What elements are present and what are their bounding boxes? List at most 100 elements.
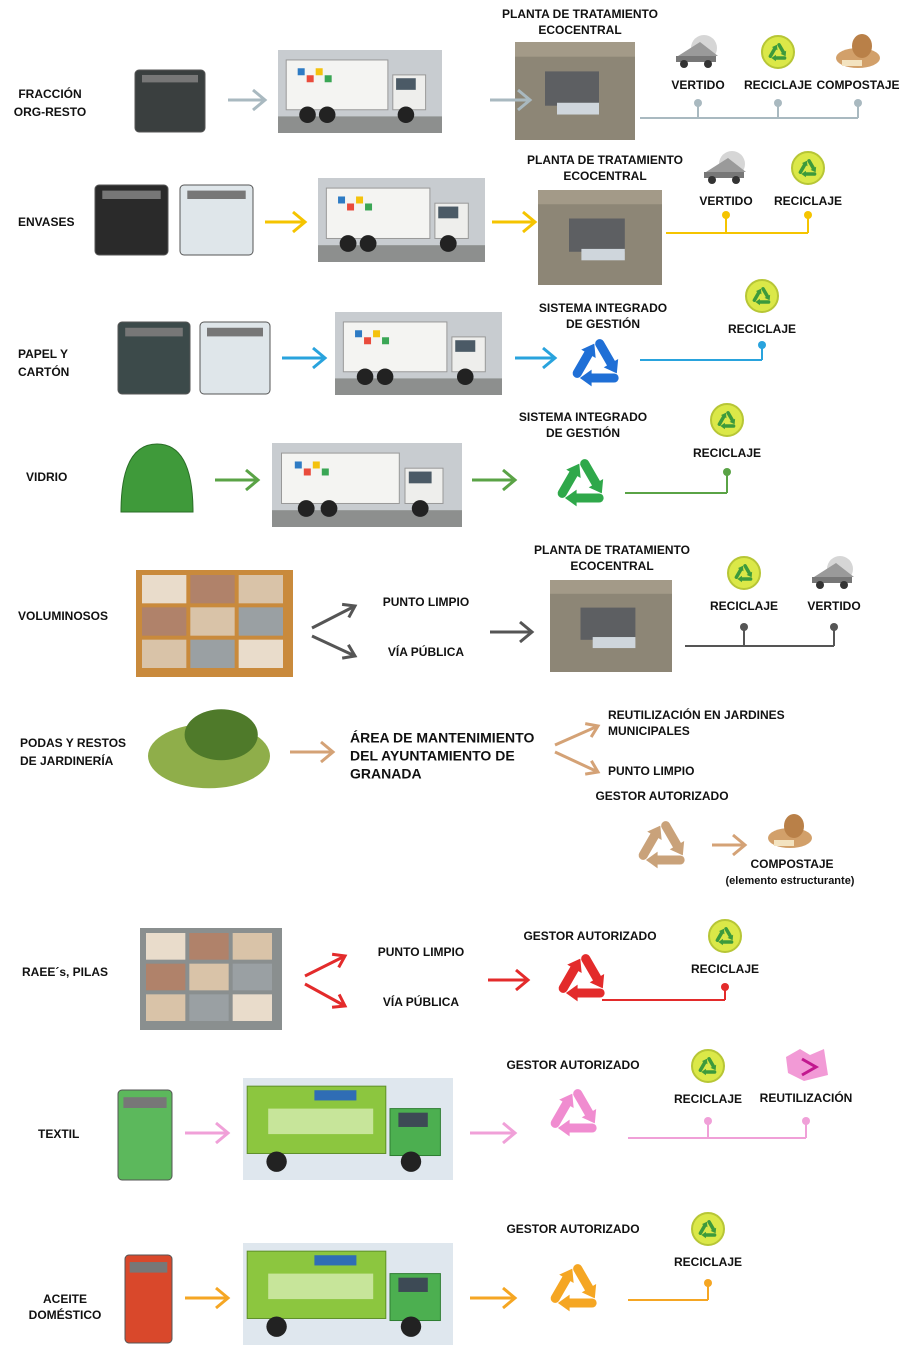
photo-collage	[189, 933, 229, 960]
label: ECOCENTRAL	[563, 169, 646, 183]
arrow-head	[502, 468, 518, 492]
truck-logo	[365, 203, 373, 211]
arrow-head	[515, 968, 531, 992]
arrow-head	[320, 740, 336, 764]
recycle-icon	[557, 459, 604, 507]
connector-dot	[704, 1279, 712, 1287]
arrow-head	[522, 210, 538, 234]
arrow-shaft	[311, 604, 356, 630]
recycle-part	[724, 927, 733, 939]
photo-collage	[190, 639, 235, 668]
truck-logo	[324, 75, 332, 83]
bin	[207, 327, 263, 337]
label: GRANADA	[350, 766, 422, 782]
recycle-part	[588, 479, 604, 494]
truck-wheel	[397, 106, 415, 124]
connector-dot	[774, 99, 782, 107]
photo-collage	[190, 575, 235, 604]
label: FRACCIÓN	[18, 86, 81, 101]
recycle-part	[557, 469, 578, 498]
arrow-head	[312, 346, 328, 370]
photo-collage	[142, 639, 187, 668]
recycle-part	[701, 1221, 708, 1228]
recycle-badge	[727, 556, 761, 590]
recycle-part	[734, 567, 743, 579]
arrow-head	[542, 346, 558, 370]
label: PUNTO LIMPIO	[383, 595, 469, 609]
recycle-part	[698, 1223, 707, 1235]
label: VÍA PÚBLICA	[388, 644, 465, 659]
label: PLANTA DE TRATAMIENTO	[534, 543, 690, 557]
photo-collage	[232, 994, 272, 1021]
recycle-part	[567, 958, 582, 973]
plant-photo	[545, 71, 599, 106]
recycle-icon	[798, 159, 817, 178]
label: DOMÉSTICO	[29, 1307, 102, 1322]
arrow-shaft	[554, 750, 599, 774]
truck-photo	[398, 1277, 428, 1292]
photo-collage	[189, 994, 229, 1021]
recycle-icon	[734, 564, 753, 583]
label: DE JARDINERÍA	[20, 753, 114, 768]
label: ACEITE	[43, 1292, 87, 1306]
label: VÍA PÚBLICA	[383, 994, 460, 1009]
truck-logo	[303, 468, 311, 476]
recycle-icon	[698, 1057, 717, 1076]
arrow-shaft	[304, 954, 346, 978]
label: VOLUMINOSOS	[18, 609, 108, 623]
arrow-head	[584, 722, 601, 738]
truck-wheel	[376, 368, 394, 386]
label: RECICLAJE	[744, 78, 812, 92]
compost-icon	[842, 60, 862, 66]
label: ÁREA DE MANTENIMIENTO	[350, 730, 534, 746]
container	[117, 1089, 173, 1181]
arrow-head	[245, 468, 261, 492]
photo-collage	[190, 607, 235, 636]
recycle-part	[729, 418, 736, 425]
recycle-part	[801, 170, 806, 178]
recycle-icon	[638, 821, 685, 869]
plant-photo	[581, 248, 625, 261]
bin	[117, 321, 191, 395]
recycle-part	[715, 930, 724, 942]
arrow-head	[215, 1286, 231, 1310]
truck-logo	[364, 337, 372, 345]
recycle-part	[603, 359, 619, 374]
truck-wheel	[356, 368, 374, 386]
pruning-photo	[184, 709, 258, 761]
connector-dot	[723, 468, 731, 476]
truck-wheel	[359, 235, 377, 252]
bin	[94, 184, 169, 256]
recycle-part	[581, 343, 596, 358]
truck-wheel	[320, 500, 338, 517]
photo-collage	[238, 575, 283, 604]
recycle-part	[645, 851, 658, 869]
photo-collage	[146, 963, 186, 991]
recycle-part	[764, 294, 771, 301]
dump-icon	[680, 60, 688, 68]
label: RECICLAJE	[774, 194, 842, 208]
dump-icon	[708, 176, 716, 184]
recycle-badge	[691, 1212, 725, 1246]
recycle-part	[566, 463, 581, 478]
arrow-head	[341, 602, 358, 619]
dump-icon	[676, 56, 716, 62]
truck-wheel	[456, 368, 474, 386]
label: (elemento estructurante)	[726, 875, 855, 887]
recycle-icon	[717, 411, 736, 430]
label: DEL AYUNTAMIENTO DE	[350, 748, 515, 764]
label: PUNTO LIMPIO	[378, 945, 464, 959]
photo-collage	[232, 963, 272, 991]
recycle-part	[701, 1231, 706, 1239]
recycle-part	[580, 459, 601, 488]
truck-wheel	[266, 1316, 287, 1337]
recycle-part	[801, 160, 808, 167]
truck-photo	[408, 471, 432, 484]
dump-icon	[732, 176, 740, 184]
truck-logo	[355, 330, 363, 338]
plant-photo	[580, 607, 636, 640]
label: DE GESTIÓN	[566, 316, 640, 331]
recycle-part	[768, 46, 777, 58]
recycle-icon	[558, 954, 605, 1002]
